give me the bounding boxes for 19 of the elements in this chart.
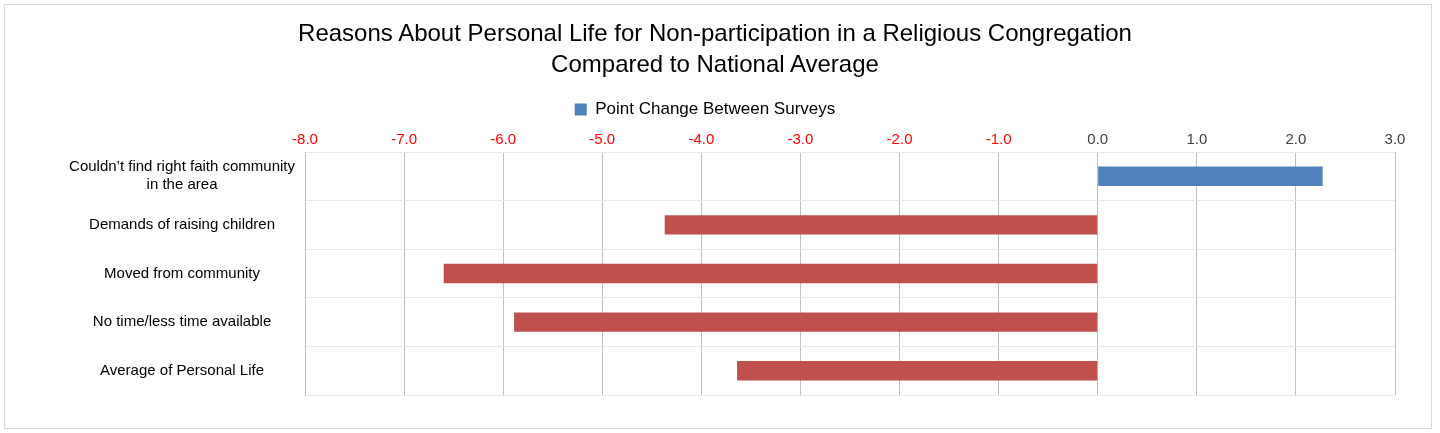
x-tick-label: 3.0 bbox=[1384, 130, 1406, 148]
y-tick-label: Couldn’t find right faith community in the area bbox=[69, 157, 296, 193]
y-tick-label: Moved from community bbox=[104, 263, 261, 281]
chart-title: Reasons About Personal Life for Non-participation in a Religious Congregation Compared to National Average bbox=[297, 18, 1133, 79]
x-tick-label: -2.0 bbox=[886, 130, 913, 148]
x-tick-label: -5.0 bbox=[589, 130, 616, 148]
x-tick-label: 0.0 bbox=[1087, 130, 1109, 148]
x-tick-label: -4.0 bbox=[688, 130, 715, 148]
y-tick-label: Demands of raising children bbox=[89, 215, 275, 233]
legend-label: Point Change Between Surveys bbox=[595, 99, 836, 119]
y-tick-label: No time/less time available bbox=[92, 312, 272, 330]
x-tick-label: -7.0 bbox=[391, 130, 418, 148]
x-tick-label: -8.0 bbox=[292, 130, 318, 148]
x-tick-label: 1.0 bbox=[1186, 130, 1208, 148]
x-tick-label: -6.0 bbox=[490, 130, 517, 148]
y-tick-label: Average of Personal Life bbox=[100, 360, 265, 378]
x-tick-label: 2.0 bbox=[1285, 130, 1307, 148]
x-tick-label: -3.0 bbox=[787, 130, 814, 148]
x-tick-label: -1.0 bbox=[985, 130, 1012, 148]
